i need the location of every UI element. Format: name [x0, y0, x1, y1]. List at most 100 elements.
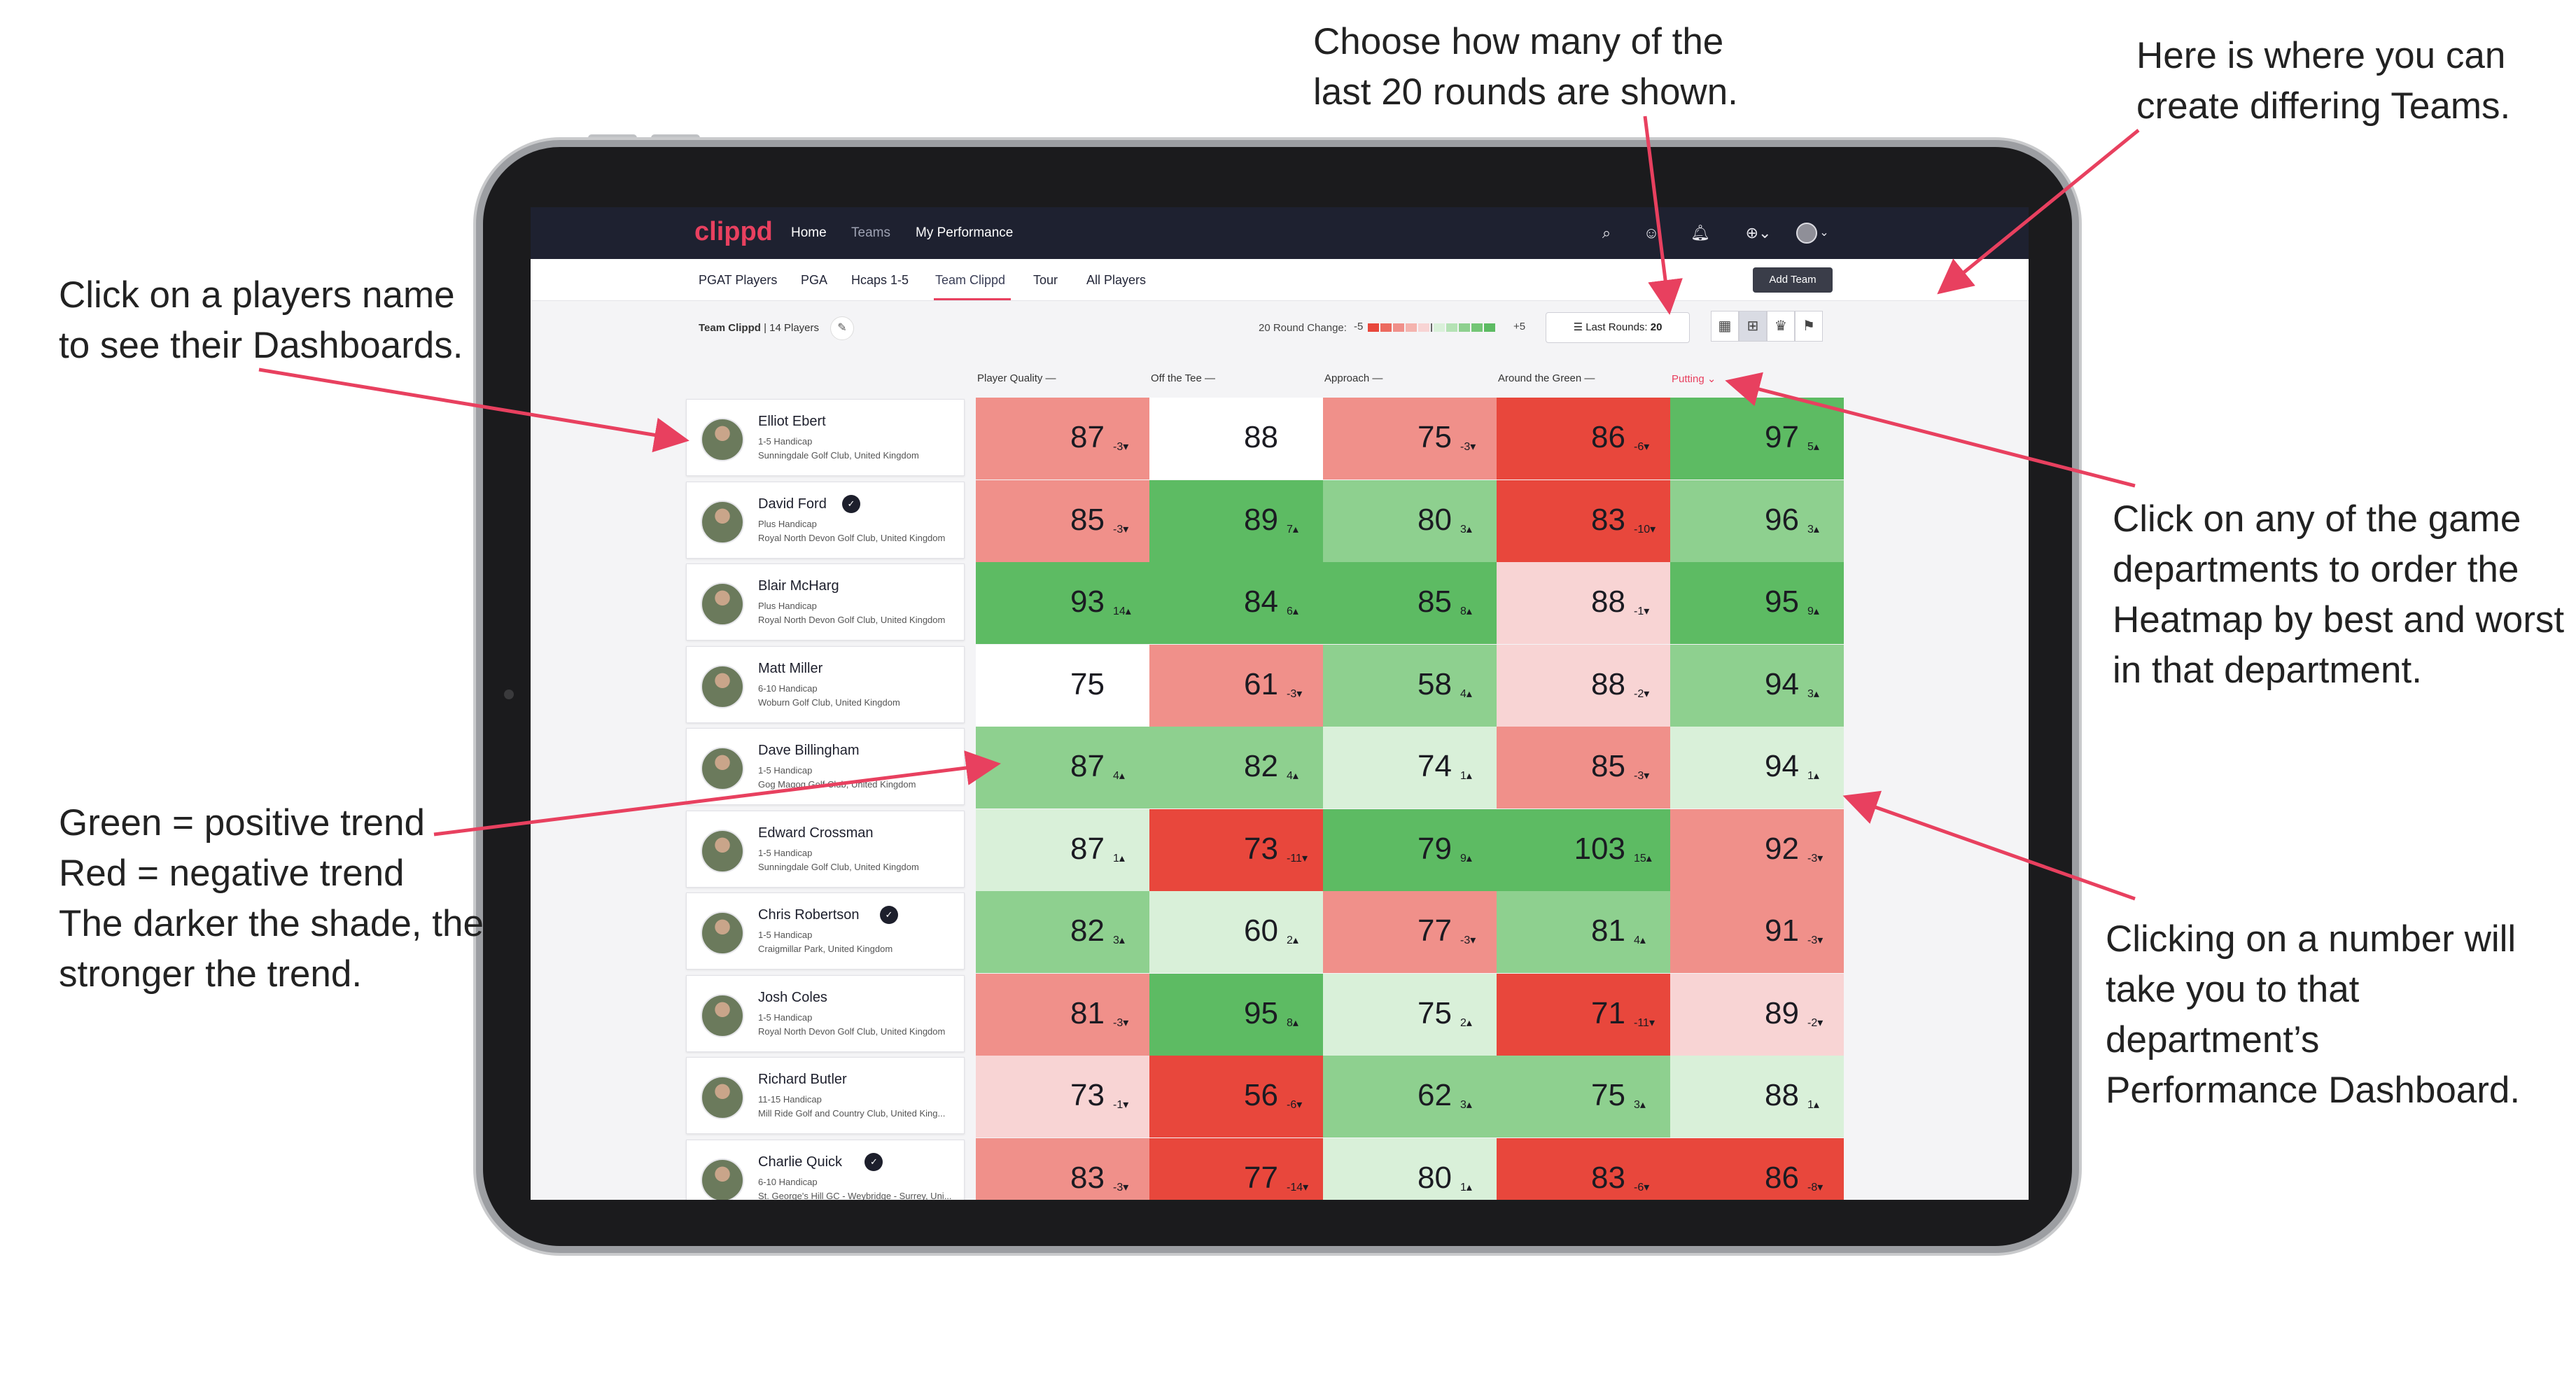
heatmap-cell-off-the-tee[interactable]: 88: [1149, 398, 1323, 479]
heatmap-cell-putting[interactable]: 89 -2▾: [1670, 973, 1844, 1056]
heatmap-cell-approach[interactable]: 77 -3▾: [1323, 891, 1497, 973]
heatmap-cell-off-the-tee[interactable]: 95 8▴: [1149, 973, 1323, 1056]
player-avatar[interactable]: [701, 1158, 744, 1200]
heatmap-cell-player-quality[interactable]: 82 3▴: [976, 891, 1149, 973]
nav-home[interactable]: Home: [791, 225, 827, 240]
heatmap-cell-player-quality[interactable]: 87 -3▾: [976, 398, 1149, 479]
heatmap-cell-around-the-green[interactable]: 81 4▴: [1497, 891, 1670, 973]
clippd-logo[interactable]: clippd: [694, 217, 773, 246]
heatmap-cell-around-the-green[interactable]: 88 -1▾: [1497, 562, 1670, 644]
heatmap-cell-player-quality[interactable]: 87 1▴: [976, 808, 1149, 891]
col-header-approach[interactable]: Approach —: [1324, 372, 1382, 384]
tab-all-players[interactable]: All Players: [1086, 273, 1147, 287]
heatmap-cell-approach[interactable]: 80 3▴: [1323, 479, 1497, 562]
edit-team-button[interactable]: ✎: [830, 316, 854, 340]
col-header-player-quality[interactable]: Player Quality —: [977, 372, 1056, 384]
heatmap-cell-around-the-green[interactable]: 83 -6▾: [1497, 1138, 1670, 1200]
user-icon[interactable]: ☺: [1643, 224, 1660, 241]
tab-pgat-players[interactable]: PGAT Players: [699, 273, 778, 287]
player-name[interactable]: Elliot Ebert: [758, 414, 826, 429]
heatmap-cell-off-the-tee[interactable]: 60 2▴: [1149, 891, 1323, 973]
player-name[interactable]: Charlie Quick: [758, 1154, 843, 1170]
heatmap-cell-around-the-green[interactable]: 88 -2▾: [1497, 644, 1670, 727]
heatmap-cell-putting[interactable]: 96 3▴: [1670, 479, 1844, 562]
tab-hcaps-1-5[interactable]: Hcaps 1-5: [851, 273, 909, 287]
heatmap-cell-player-quality[interactable]: 83 -3▾: [976, 1138, 1149, 1200]
col-header-putting[interactable]: Putting ⌄: [1672, 372, 1716, 385]
player-avatar[interactable]: [701, 418, 744, 461]
player-avatar[interactable]: [701, 664, 744, 708]
player-card[interactable]: Blair McHarg Plus Handicap Royal North Dev…: [686, 564, 965, 640]
heatmap-cell-off-the-tee[interactable]: 77 -14▾: [1149, 1138, 1323, 1200]
add-team-button[interactable]: Add Team: [1753, 267, 1833, 293]
player-avatar[interactable]: [701, 582, 744, 626]
search-icon[interactable]: ⌕: [1602, 224, 1611, 241]
heatmap-cell-off-the-tee[interactable]: 61 -3▾: [1149, 644, 1323, 727]
heatmap-cell-around-the-green[interactable]: 103 15▴: [1497, 808, 1670, 891]
player-card[interactable]: Chris Robertson ✓ 1-5 Handicap Craigmillar …: [686, 892, 965, 969]
player-avatar[interactable]: [701, 500, 744, 544]
golf-pin-icon[interactable]: ⚑: [1795, 311, 1823, 342]
col-header-off-the-tee[interactable]: Off the Tee —: [1151, 372, 1215, 384]
heatmap-cell-around-the-green[interactable]: 75 3▴: [1497, 1056, 1670, 1138]
heatmap-cell-player-quality[interactable]: 93 14▴: [976, 562, 1149, 644]
heatmap-cell-off-the-tee[interactable]: 82 4▴: [1149, 727, 1323, 808]
heatmap-cell-around-the-green[interactable]: 86 -6▾: [1497, 398, 1670, 479]
player-name[interactable]: Dave Billingham: [758, 743, 860, 758]
heatmap-cell-off-the-tee[interactable]: 89 7▴: [1149, 479, 1323, 562]
tab-tour[interactable]: Tour: [1033, 273, 1058, 287]
player-avatar[interactable]: [701, 829, 744, 873]
bell-icon[interactable]: 🔔︎: [1690, 224, 1710, 241]
heatmap-cell-approach[interactable]: 80 1▴: [1323, 1138, 1497, 1200]
player-avatar[interactable]: [701, 993, 744, 1037]
player-card[interactable]: Charlie Quick ✓ 6-10 Handicap St. George's …: [686, 1139, 965, 1200]
heatmap-cell-putting[interactable]: 91 -3▾: [1670, 891, 1844, 973]
heatmap-cell-putting[interactable]: 92 -3▾: [1670, 808, 1844, 891]
heatmap-cell-off-the-tee[interactable]: 56 -6▾: [1149, 1056, 1323, 1138]
heatmap-cell-approach[interactable]: 75 -3▾: [1323, 398, 1497, 479]
col-header-around-the-green[interactable]: Around the Green —: [1498, 372, 1595, 384]
last-rounds-selector[interactable]: ☰ Last Rounds: 20: [1546, 312, 1690, 343]
heatmap-view-icon[interactable]: ⊞: [1739, 311, 1767, 342]
heatmap-cell-player-quality[interactable]: 73 -1▾: [976, 1056, 1149, 1138]
player-avatar[interactable]: [701, 911, 744, 955]
heatmap-cell-off-the-tee[interactable]: 84 6▴: [1149, 562, 1323, 644]
grid-view-icon[interactable]: ▦: [1711, 311, 1739, 342]
heatmap-cell-approach[interactable]: 58 4▴: [1323, 644, 1497, 727]
heatmap-cell-putting[interactable]: 94 3▴: [1670, 644, 1844, 727]
plus-circle-icon[interactable]: ⊕⌄: [1745, 224, 1772, 241]
player-card[interactable]: Josh Coles 1-5 Handicap Royal North Devon …: [686, 974, 965, 1052]
player-card[interactable]: Elliot Ebert 1-5 Handicap Sunningdale Golf…: [686, 399, 965, 476]
player-card[interactable]: Dave Billingham 1-5 Handicap Gog Magog Gol…: [686, 728, 965, 805]
chevron-down-icon[interactable]: ⌄: [1819, 227, 1829, 239]
heatmap-cell-approach[interactable]: 79 9▴: [1323, 808, 1497, 891]
heatmap-cell-player-quality[interactable]: 75: [976, 644, 1149, 727]
trophy-icon[interactable]: ♛: [1767, 311, 1795, 342]
player-name[interactable]: Blair McHarg: [758, 578, 839, 594]
heatmap-cell-player-quality[interactable]: 81 -3▾: [976, 973, 1149, 1056]
profile-avatar-icon[interactable]: [1796, 223, 1817, 244]
heatmap-cell-approach[interactable]: 62 3▴: [1323, 1056, 1497, 1138]
heatmap-cell-putting[interactable]: 95 9▴: [1670, 562, 1844, 644]
player-card[interactable]: David Ford ✓ Plus Handicap Royal North Devo…: [686, 481, 965, 559]
player-name[interactable]: Edward Crossman: [758, 825, 874, 841]
player-card[interactable]: Edward Crossman 1-5 Handicap Sunningdale G…: [686, 810, 965, 888]
player-name[interactable]: Josh Coles: [758, 989, 827, 1005]
heatmap-cell-off-the-tee[interactable]: 73 -11▾: [1149, 808, 1323, 891]
tab-pga[interactable]: PGA: [801, 273, 828, 287]
heatmap-cell-approach[interactable]: 75 2▴: [1323, 973, 1497, 1056]
heatmap-cell-putting[interactable]: 97 5▴: [1670, 398, 1844, 479]
player-name[interactable]: Chris Robertson: [758, 907, 860, 923]
heatmap-cell-around-the-green[interactable]: 85 -3▾: [1497, 727, 1670, 808]
player-name[interactable]: Matt Miller: [758, 660, 823, 676]
nav-teams[interactable]: Teams: [851, 225, 890, 240]
heatmap-cell-around-the-green[interactable]: 83 -10▾: [1497, 479, 1670, 562]
player-name[interactable]: Richard Butler: [758, 1072, 847, 1087]
nav-my-performance[interactable]: My Performance: [916, 225, 1014, 240]
heatmap-cell-approach[interactable]: 85 8▴: [1323, 562, 1497, 644]
player-name[interactable]: David Ford: [758, 496, 827, 512]
heatmap-cell-putting[interactable]: 88 1▴: [1670, 1056, 1844, 1138]
heatmap-cell-putting[interactable]: 94 1▴: [1670, 727, 1844, 808]
player-avatar[interactable]: [701, 1076, 744, 1119]
player-avatar[interactable]: [701, 747, 744, 790]
